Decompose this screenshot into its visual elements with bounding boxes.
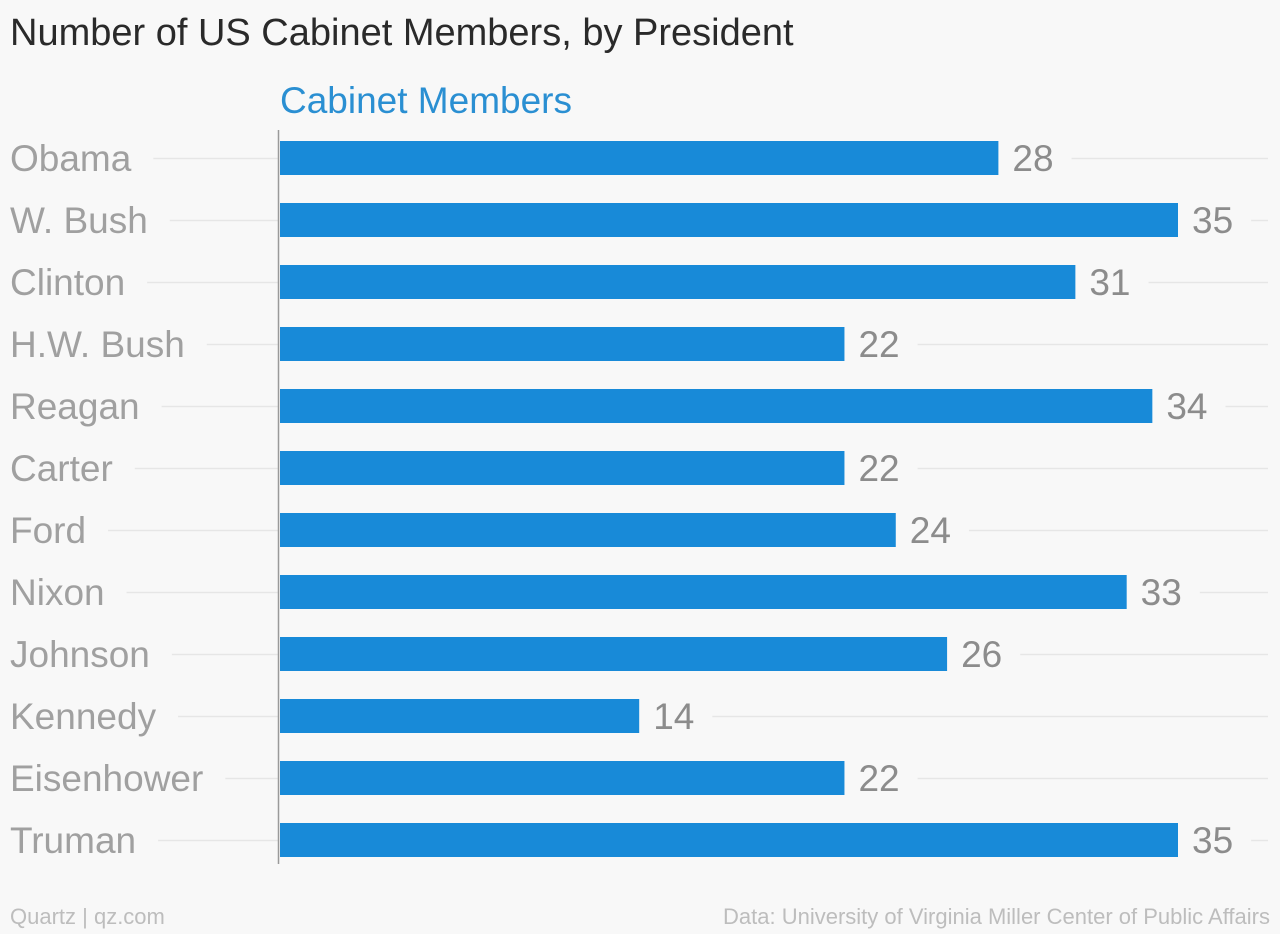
value-label: 35 [1192, 820, 1233, 861]
category-label: Johnson [10, 634, 150, 675]
category-label: Eisenhower [10, 758, 203, 799]
category-label: Truman [10, 820, 136, 861]
footer-source: Data: University of Virginia Miller Cent… [723, 904, 1270, 929]
bar [280, 141, 999, 175]
bar [280, 637, 948, 671]
value-label: 24 [910, 510, 951, 551]
value-label: 35 [1192, 200, 1233, 241]
bar [280, 203, 1178, 237]
bar [280, 327, 845, 361]
value-labels: 28 35 31 22 34 22 24 33 26 14 22 35 [653, 138, 1233, 861]
bar [280, 699, 640, 733]
category-label: Ford [10, 510, 86, 551]
value-label: 26 [961, 634, 1002, 675]
value-label: 22 [858, 324, 899, 365]
chart-title: Number of US Cabinet Members, by Preside… [10, 12, 794, 54]
category-label: Reagan [10, 386, 140, 427]
category-label: Kennedy [10, 696, 157, 737]
bar [280, 761, 845, 795]
category-label: H.W. Bush [10, 324, 185, 365]
category-label: Nixon [10, 572, 105, 613]
category-label: Obama [10, 138, 132, 179]
gridlines [108, 157, 1268, 842]
footer-credit: Quartz | qz.com [10, 904, 165, 929]
series-legend-label: Cabinet Members [280, 80, 572, 121]
value-label: 22 [858, 758, 899, 799]
bar [280, 265, 1076, 299]
category-label: W. Bush [10, 200, 148, 241]
category-label: Clinton [10, 262, 125, 303]
value-label: 28 [1012, 138, 1053, 179]
bars [280, 141, 1178, 857]
value-label: 34 [1166, 386, 1207, 427]
bar [280, 575, 1127, 609]
category-label: Carter [10, 448, 113, 489]
bar [280, 823, 1178, 857]
value-label: 14 [653, 696, 694, 737]
category-labels: Obama W. Bush Clinton H.W. Bush Reagan Carter… [10, 138, 203, 861]
bar [280, 513, 896, 547]
value-label: 22 [858, 448, 899, 489]
value-label: 31 [1089, 262, 1130, 303]
value-label: 33 [1141, 572, 1182, 613]
bar [280, 389, 1153, 423]
bar [280, 451, 845, 485]
